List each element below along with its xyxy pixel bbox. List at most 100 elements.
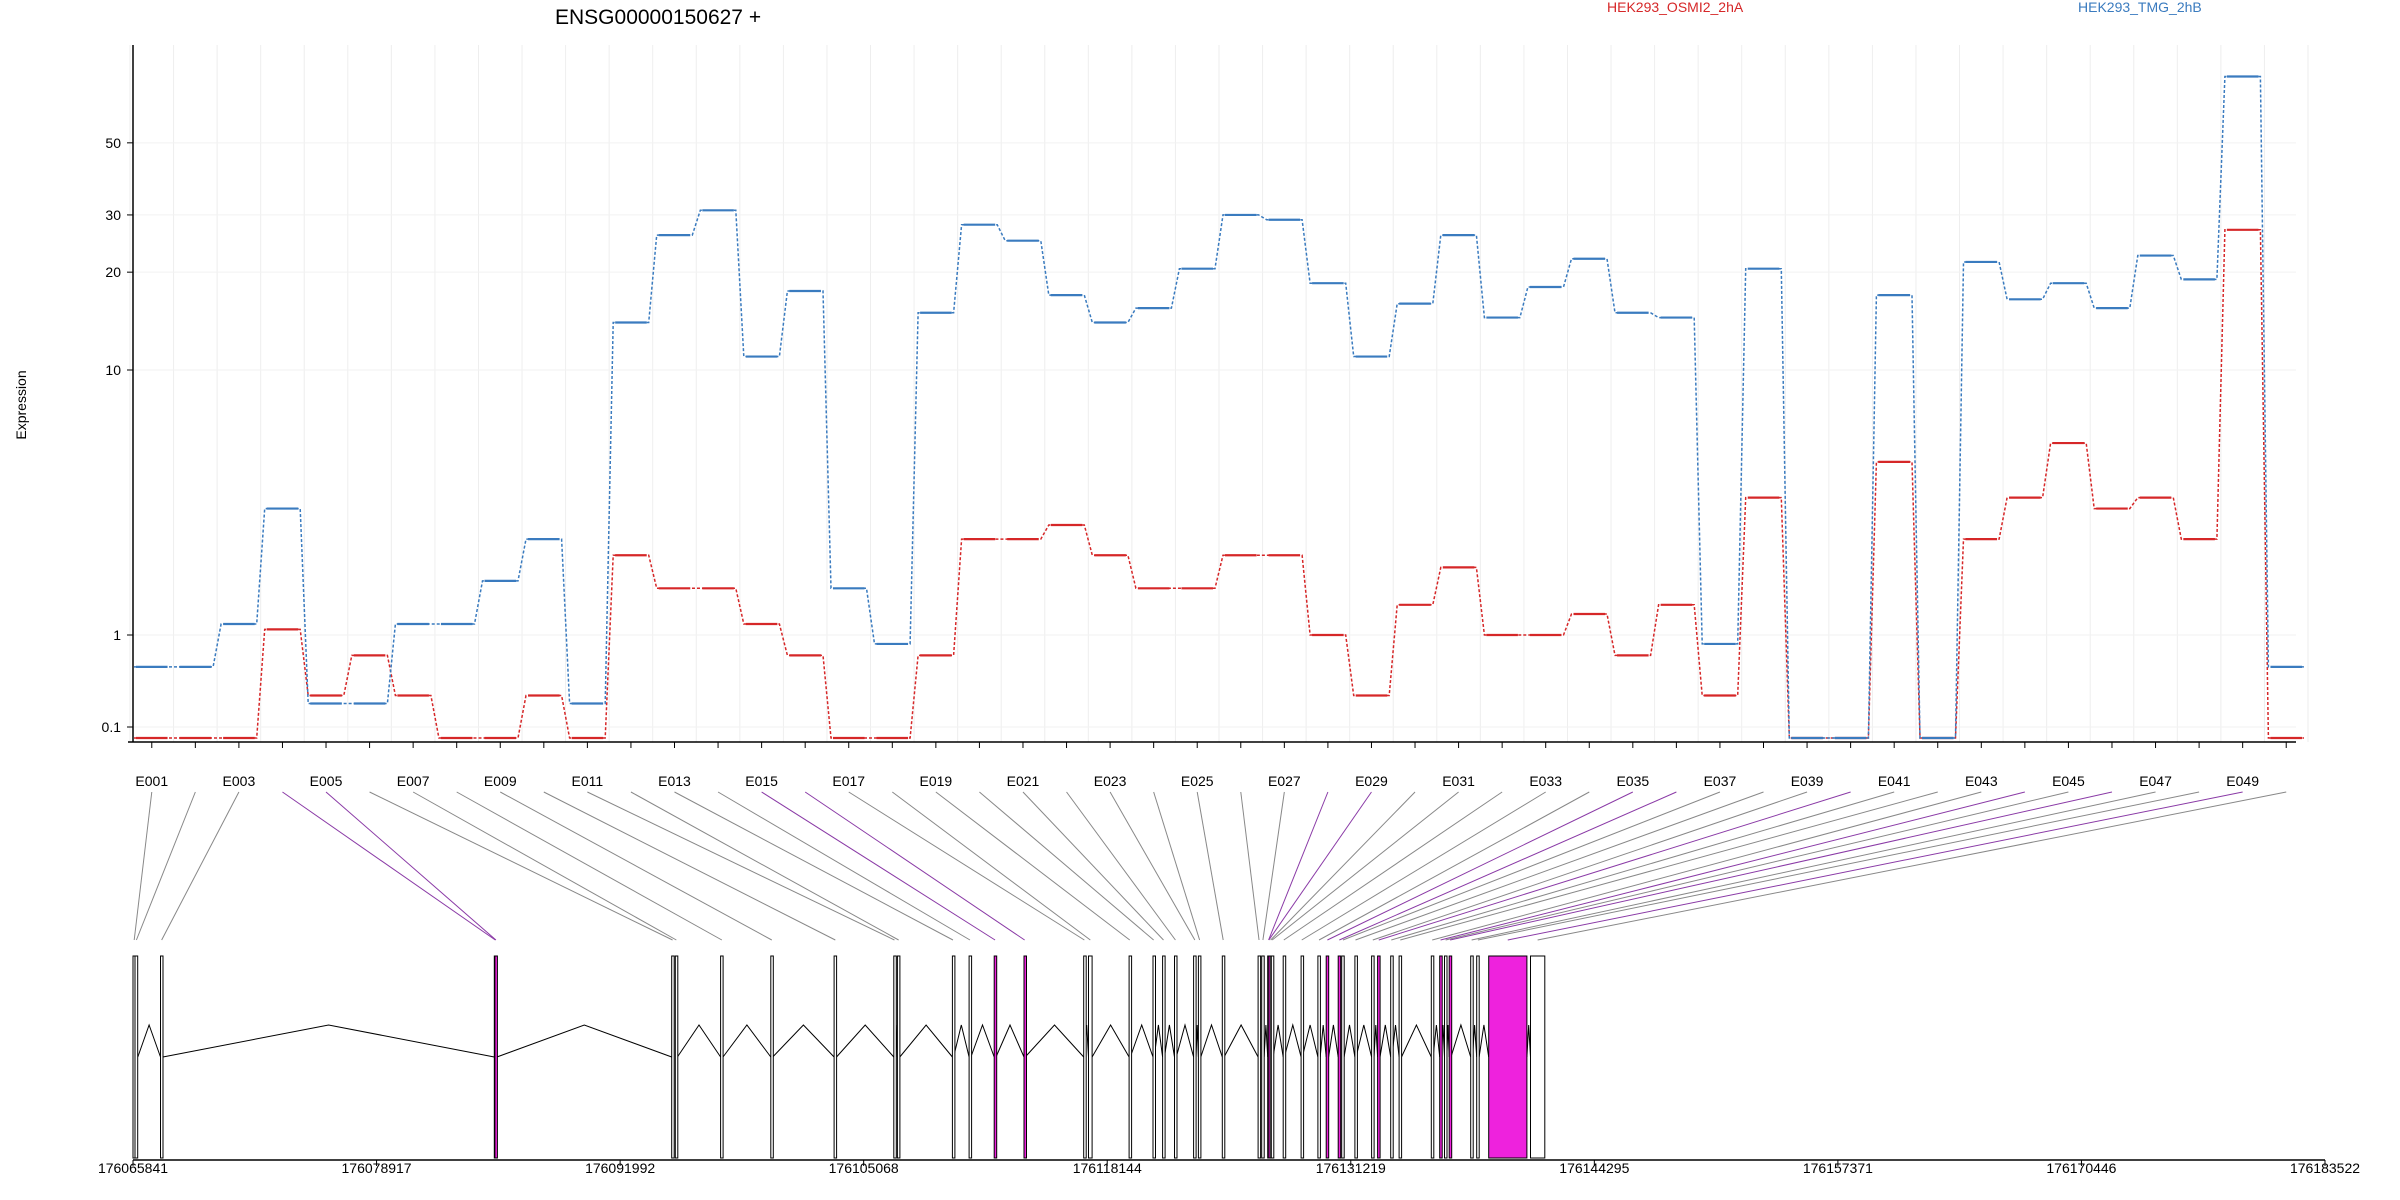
exon-box xyxy=(893,955,897,1159)
exon-connector xyxy=(1301,791,1546,941)
exon-connector xyxy=(1283,791,1503,941)
x-tick-label: E003 xyxy=(223,773,256,789)
exon-connector xyxy=(1271,791,1459,941)
exon-connector xyxy=(630,791,899,941)
exon-connector xyxy=(1378,791,1851,941)
intron-line xyxy=(496,1024,672,1058)
x-tick-label: E047 xyxy=(2139,773,2172,789)
exon-box xyxy=(1354,955,1358,1159)
intron-line xyxy=(1272,1024,1284,1058)
exon-box xyxy=(1088,955,1093,1159)
gene-model xyxy=(132,955,1546,1159)
x-tick-label: E013 xyxy=(658,773,691,789)
exon-connectors xyxy=(133,791,2287,941)
exon-connector xyxy=(500,791,773,941)
exon-box xyxy=(1270,955,1275,1159)
exon-box xyxy=(1341,955,1345,1159)
intron-line xyxy=(1091,1024,1130,1058)
genome-tick-label: 176144295 xyxy=(1559,1160,1629,1176)
intron-line xyxy=(1355,1024,1373,1058)
genome-tick-label: 176157371 xyxy=(1803,1160,1873,1176)
exon-box xyxy=(1444,955,1448,1159)
exon-box xyxy=(1325,955,1330,1159)
exon-box xyxy=(494,955,498,1159)
intron-line xyxy=(1379,1024,1392,1058)
legend-series-1: HEK293_OSMI2_2hA xyxy=(1607,0,1744,15)
intron-line xyxy=(899,1024,953,1058)
intron-line xyxy=(1301,1024,1319,1058)
exon-connector xyxy=(1372,791,1808,941)
x-tick-label: E027 xyxy=(1268,773,1301,789)
intron-line xyxy=(722,1024,772,1058)
genome-ticks: 176065841 176078917 176091992 176105068 1761… xyxy=(98,1160,2360,1176)
genome-tick-label: 176091992 xyxy=(585,1160,655,1176)
x-tick-label: E007 xyxy=(397,773,430,789)
exon-connector xyxy=(587,791,895,941)
exon-connector xyxy=(1339,791,1677,941)
x-tick-label: E023 xyxy=(1094,773,1127,789)
intron-line xyxy=(676,1024,722,1058)
exon-connector xyxy=(1318,791,1590,941)
genome-tick-label: 176183522 xyxy=(2290,1160,2360,1176)
intron-line xyxy=(1328,1024,1339,1058)
exon-connector xyxy=(1196,791,1224,941)
exon-box xyxy=(1152,955,1156,1159)
exon-connector xyxy=(1268,791,1372,941)
exon-connector xyxy=(1270,791,1416,941)
exon-connector xyxy=(1342,791,1721,941)
y-axis-label: Expression xyxy=(13,370,29,439)
intron-line xyxy=(1283,1023,1302,1058)
exon-box xyxy=(833,955,838,1159)
x-tick-label: E049 xyxy=(2226,773,2259,789)
intron-line xyxy=(1401,1023,1432,1058)
exon-connector xyxy=(282,791,496,941)
y-tick-label: 10 xyxy=(105,362,121,378)
exon-connector xyxy=(1391,791,1895,941)
y-tick-label: 1 xyxy=(113,627,121,643)
exon-box xyxy=(1197,955,1202,1159)
exon-connector xyxy=(1066,791,1176,941)
exon-box xyxy=(1530,955,1546,1159)
exon-connector xyxy=(133,791,153,941)
exon-box xyxy=(770,955,774,1159)
exon-connector xyxy=(1022,791,1164,941)
exon-box xyxy=(1390,955,1394,1159)
exon-box xyxy=(1448,955,1453,1159)
exon-box xyxy=(1377,955,1381,1159)
intron-line xyxy=(1024,1024,1085,1058)
exon-box xyxy=(1317,955,1321,1159)
exon-connector xyxy=(804,791,1025,941)
exon-box xyxy=(1470,955,1474,1159)
exon-connector xyxy=(1477,791,2200,941)
x-tick-label: E015 xyxy=(745,773,778,789)
intron-line xyxy=(1343,1024,1356,1058)
x-tick-label: E005 xyxy=(310,773,343,789)
exon-box xyxy=(1128,955,1133,1159)
exon-box xyxy=(720,955,724,1159)
exon-connector xyxy=(543,791,836,941)
exon-connector xyxy=(1471,791,2156,941)
intron-line xyxy=(995,1023,1025,1058)
exon-box xyxy=(134,955,139,1159)
exon-box xyxy=(1174,955,1178,1159)
exon-connector xyxy=(1507,791,2243,941)
grid-lines xyxy=(129,45,2309,742)
x-tick-label: E037 xyxy=(1704,773,1737,789)
genome-tick-label: 176170446 xyxy=(2046,1160,2116,1176)
intron-line xyxy=(1319,1024,1327,1058)
y-tick-label: 30 xyxy=(105,207,121,223)
exon-box xyxy=(160,955,164,1159)
exon-connector xyxy=(369,791,673,941)
series-lines xyxy=(134,75,2304,740)
exon-box xyxy=(674,955,679,1159)
intron-line xyxy=(1175,1023,1195,1058)
intron-line xyxy=(970,1023,995,1058)
exon-box xyxy=(1337,955,1342,1159)
exon-box xyxy=(968,955,973,1159)
x-tick-label: E009 xyxy=(484,773,517,789)
exon-box xyxy=(1221,955,1226,1159)
y-tick-label: 20 xyxy=(105,264,121,280)
x-tick-label: E031 xyxy=(1442,773,1475,789)
exon-connector xyxy=(1445,791,2069,941)
intron-line xyxy=(162,1024,495,1058)
